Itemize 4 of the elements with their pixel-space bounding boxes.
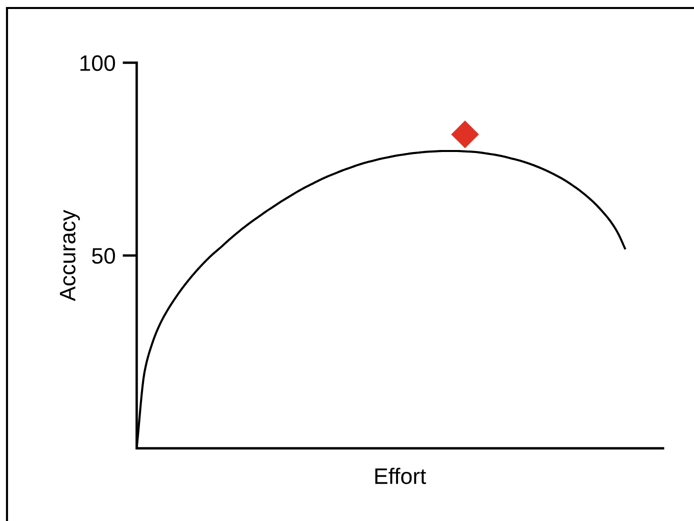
y-axis-title: Accuracy — [60, 210, 80, 302]
y-tick-label: 50 — [92, 248, 115, 264]
x-axis-title: Effort — [375, 468, 426, 484]
y-tick-label: 100 — [80, 55, 115, 71]
